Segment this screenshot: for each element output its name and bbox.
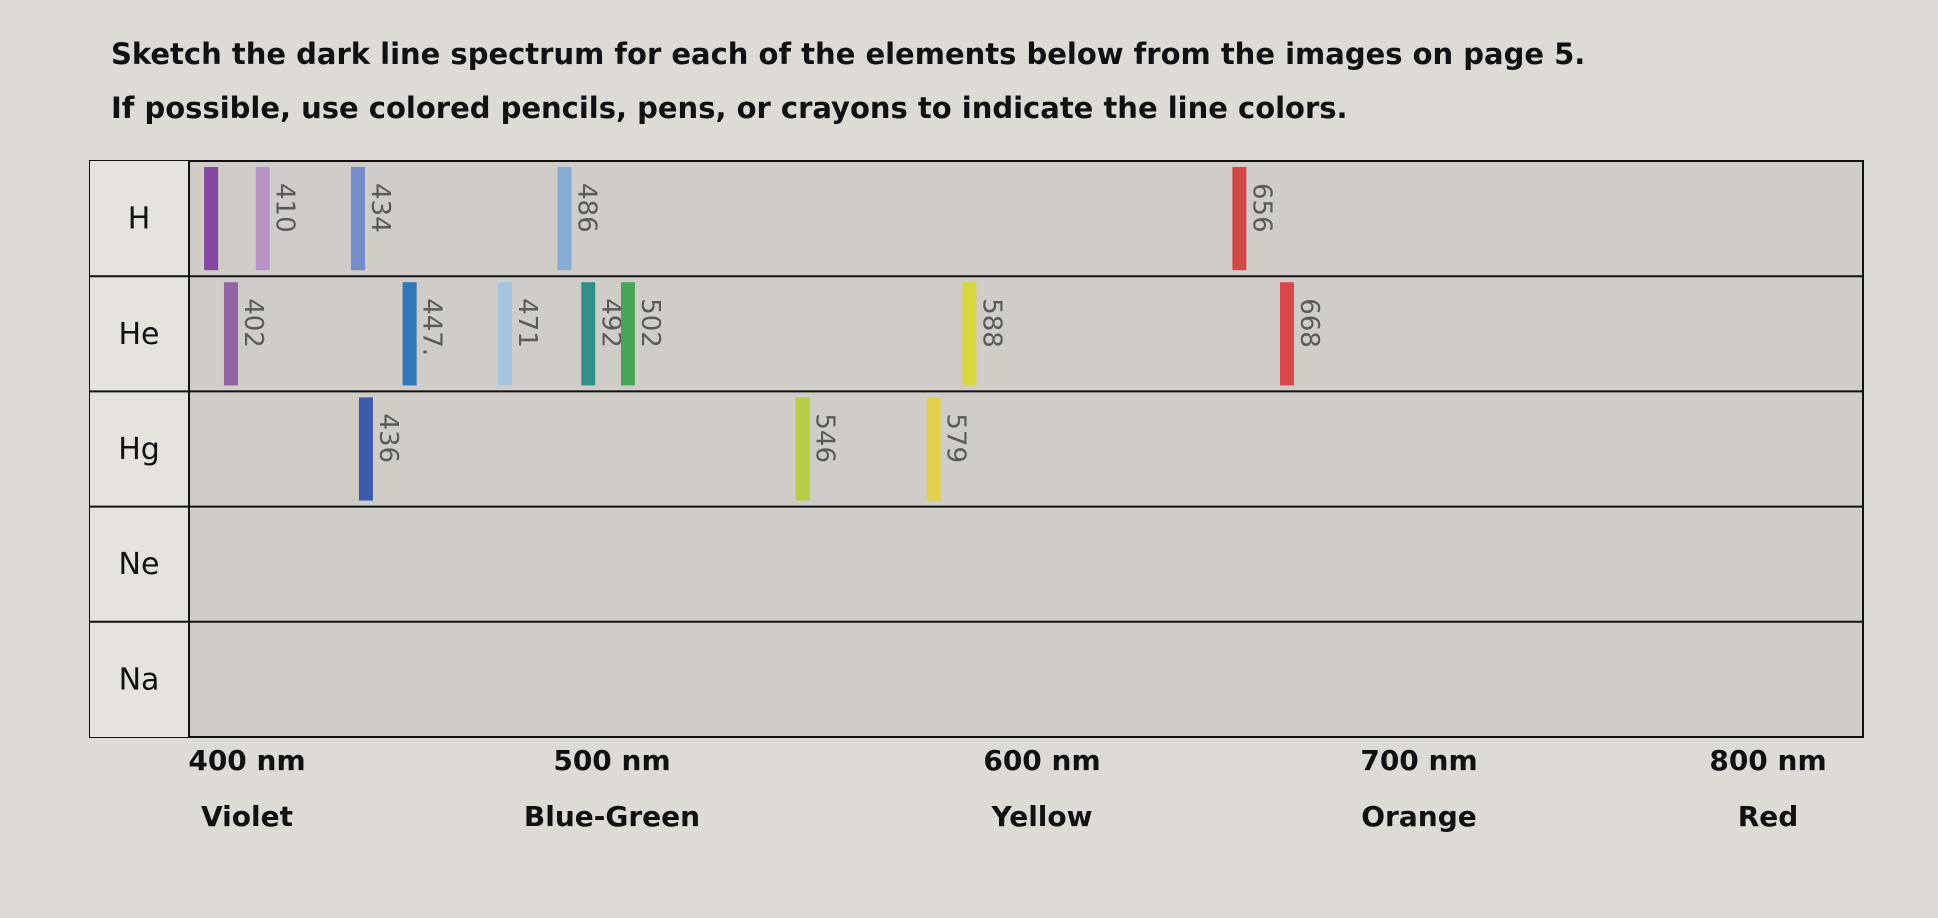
spectral-line bbox=[358, 397, 373, 501]
line-label: 492 bbox=[595, 298, 625, 348]
spectral-line bbox=[1279, 282, 1294, 386]
line-label: 656 bbox=[1246, 183, 1276, 233]
element-label: Na bbox=[119, 662, 160, 697]
line-label: 588 bbox=[976, 298, 1006, 348]
instruction: If possible, use colored pencils, pens, … bbox=[111, 91, 1348, 125]
spectral-line bbox=[962, 282, 977, 386]
instruction: Sketch the dark line spectrum for each o… bbox=[111, 37, 1585, 71]
spectral-line bbox=[1232, 167, 1247, 271]
spectral-line bbox=[581, 282, 596, 386]
line-label: 502 bbox=[635, 298, 665, 348]
element-label: Hg bbox=[118, 432, 160, 467]
line-label: 402 bbox=[238, 298, 268, 348]
line-label: 410 bbox=[270, 183, 300, 233]
axis-wavelength: 800 nm bbox=[1709, 744, 1826, 777]
axis-labels: 400 nm Violet 500 nm Blue-Green 600 nm Yellow… bbox=[188, 744, 1826, 833]
spectral-line bbox=[620, 282, 635, 386]
element-label: He bbox=[118, 317, 159, 352]
line-label: 447. bbox=[417, 298, 447, 356]
spectral-line bbox=[204, 167, 219, 271]
line-label: 434 bbox=[365, 183, 395, 233]
element-label: Ne bbox=[119, 547, 160, 582]
element-label: H bbox=[128, 202, 151, 237]
rows: H 410 434 486 656 He 402 447. 471 492 502 588 668 Hg 4… bbox=[90, 167, 1863, 697]
spectral-line bbox=[497, 282, 512, 386]
axis-wavelength: 400 nm bbox=[188, 744, 305, 777]
spectral-line bbox=[351, 167, 365, 271]
spectral-line bbox=[402, 282, 417, 386]
spectral-line bbox=[223, 282, 238, 386]
axis-color: Red bbox=[1738, 800, 1799, 833]
axis-color: Violet bbox=[201, 800, 293, 833]
line-label: 668 bbox=[1294, 298, 1324, 348]
axis-color: Blue-Green bbox=[524, 800, 700, 833]
spectral-line bbox=[795, 397, 810, 501]
spectral-line bbox=[926, 397, 941, 501]
line-label: 486 bbox=[571, 183, 601, 233]
line-label: 546 bbox=[810, 413, 840, 463]
line-label: 579 bbox=[941, 413, 971, 463]
line-label: 436 bbox=[373, 413, 403, 463]
spectral-line bbox=[557, 167, 572, 271]
spectral-line bbox=[255, 167, 270, 271]
axis-color: Orange bbox=[1361, 800, 1476, 833]
line-label: 471 bbox=[512, 298, 542, 348]
axis-wavelength: 600 nm bbox=[983, 744, 1100, 777]
axis-color: Yellow bbox=[991, 800, 1093, 833]
axis-wavelength: 500 nm bbox=[553, 744, 670, 777]
label-column bbox=[90, 161, 189, 737]
spectrum-table bbox=[89, 160, 1864, 738]
axis-wavelength: 700 nm bbox=[1360, 744, 1477, 777]
